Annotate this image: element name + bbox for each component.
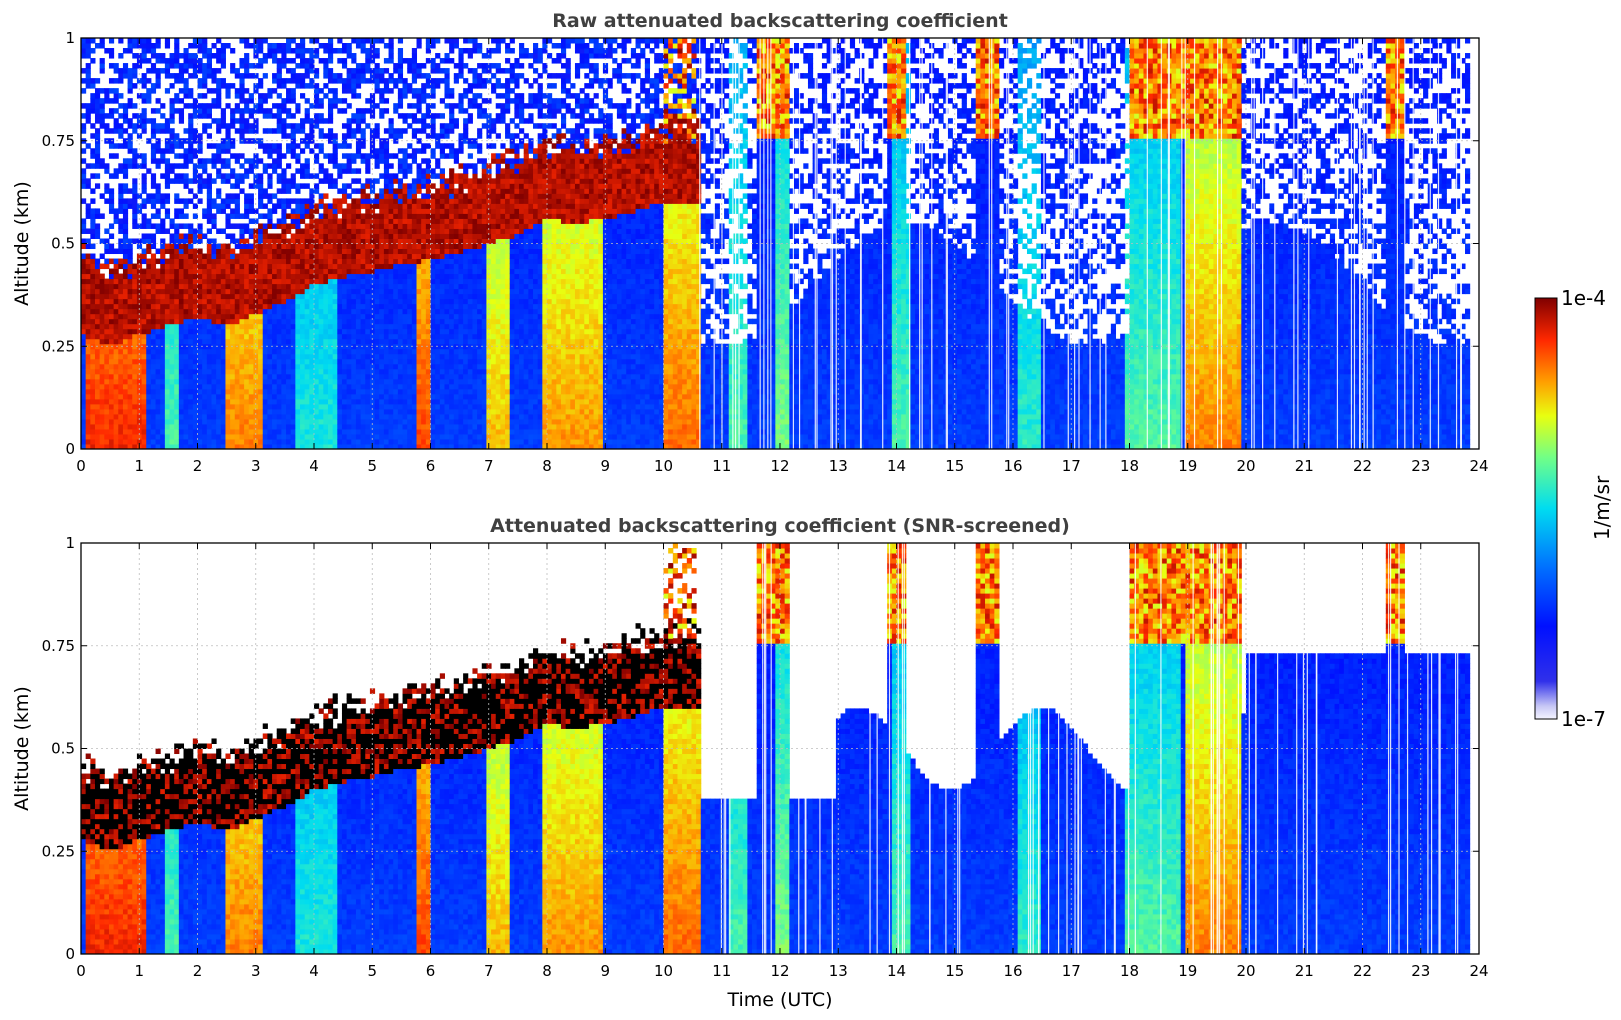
x-tick-label: 23 <box>1411 457 1430 475</box>
x-tick-label: 14 <box>887 457 906 475</box>
colorbar-title: 1/m/sr <box>1590 475 1614 540</box>
x-tick-label: 10 <box>654 457 673 475</box>
x-tick-label: 24 <box>1469 457 1488 475</box>
x-tick-label: 17 <box>1062 457 1081 475</box>
y-tick-label: 0 <box>65 945 75 963</box>
bottom-panel: Attenuated backscattering coefficient (S… <box>11 515 1489 1011</box>
top-y-axis-label: Altitude (km) <box>11 181 33 306</box>
x-tick-label: 5 <box>367 457 377 475</box>
x-tick-label: 14 <box>887 962 906 980</box>
x-tick-label: 0 <box>76 457 86 475</box>
x-tick-label: 21 <box>1295 962 1314 980</box>
x-tick-label: 12 <box>770 962 789 980</box>
y-tick-label: 0 <box>65 440 75 458</box>
top-heatmap <box>81 38 1471 449</box>
x-tick-label: 13 <box>829 457 848 475</box>
x-tick-label: 18 <box>1120 457 1139 475</box>
x-tick-label: 3 <box>251 962 261 980</box>
top-ticks: 0 1 2 3 4 5 6 7 8 9 10 11 12 13 14 15 16 17 18 19 20 21 22 23 24… <box>42 29 1489 475</box>
x-tick-label: 8 <box>542 962 552 980</box>
bottom-grid <box>81 543 1479 954</box>
x-tick-label: 24 <box>1469 962 1488 980</box>
colorbar-gradient <box>1534 297 1558 720</box>
x-tick-label: 11 <box>712 962 731 980</box>
x-tick-label: 10 <box>654 962 673 980</box>
colorbar-min-label: 1e-7 <box>1561 707 1606 731</box>
colorbar: 1e-4 1e-7 1/m/sr <box>1534 286 1614 731</box>
x-tick-label: 0 <box>76 962 86 980</box>
x-tick-label: 2 <box>193 962 203 980</box>
x-tick-label: 12 <box>770 457 789 475</box>
top-grid <box>81 38 1479 449</box>
x-tick-label: 2 <box>193 457 203 475</box>
x-tick-label: 13 <box>829 962 848 980</box>
x-tick-label: 23 <box>1411 962 1430 980</box>
y-tick-label: 0.75 <box>42 132 75 150</box>
x-tick-label: 18 <box>1120 962 1139 980</box>
x-tick-label: 6 <box>426 457 436 475</box>
x-tick-label: 1 <box>134 457 144 475</box>
top-panel: Raw attenuated backscattering coefficien… <box>11 10 1489 475</box>
x-tick-label: 15 <box>945 457 964 475</box>
y-tick-label: 0.25 <box>42 337 75 355</box>
top-panel-title: Raw attenuated backscattering coefficien… <box>552 10 1008 32</box>
x-tick-label: 20 <box>1236 457 1255 475</box>
x-tick-label: 1 <box>134 962 144 980</box>
x-tick-label: 22 <box>1353 457 1372 475</box>
y-tick-label: 0.5 <box>51 740 75 758</box>
x-tick-label: 7 <box>484 962 494 980</box>
x-tick-label: 4 <box>309 457 319 475</box>
x-tick-label: 16 <box>1003 457 1022 475</box>
bottom-ticks: 0 1 2 3 4 5 6 7 8 9 10 11 12 13 14 15 16 17 18 19 20 21 22 23 24… <box>42 534 1489 980</box>
y-tick-label: 0.75 <box>42 637 75 655</box>
y-tick-label: 0.5 <box>51 235 75 253</box>
x-tick-label: 9 <box>600 457 610 475</box>
x-tick-label: 3 <box>251 457 261 475</box>
x-axis-label: Time (UTC) <box>726 989 832 1011</box>
x-tick-label: 17 <box>1062 962 1081 980</box>
x-tick-label: 7 <box>484 457 494 475</box>
x-tick-label: 21 <box>1295 457 1314 475</box>
bottom-y-axis-label: Altitude (km) <box>11 686 33 811</box>
x-tick-label: 19 <box>1178 962 1197 980</box>
bottom-panel-title: Attenuated backscattering coefficient (S… <box>490 515 1070 537</box>
x-tick-label: 20 <box>1236 962 1255 980</box>
colorbar-max-label: 1e-4 <box>1561 286 1606 310</box>
x-tick-label: 6 <box>426 962 436 980</box>
x-tick-label: 4 <box>309 962 319 980</box>
y-tick-label: 1 <box>65 534 75 552</box>
x-tick-label: 9 <box>600 962 610 980</box>
x-tick-label: 8 <box>542 457 552 475</box>
x-tick-label: 22 <box>1353 962 1372 980</box>
y-tick-label: 1 <box>65 29 75 47</box>
x-tick-label: 16 <box>1003 962 1022 980</box>
x-tick-label: 11 <box>712 457 731 475</box>
x-tick-label: 15 <box>945 962 964 980</box>
x-tick-label: 5 <box>367 962 377 980</box>
x-tick-label: 19 <box>1178 457 1197 475</box>
y-tick-label: 0.25 <box>42 842 75 860</box>
